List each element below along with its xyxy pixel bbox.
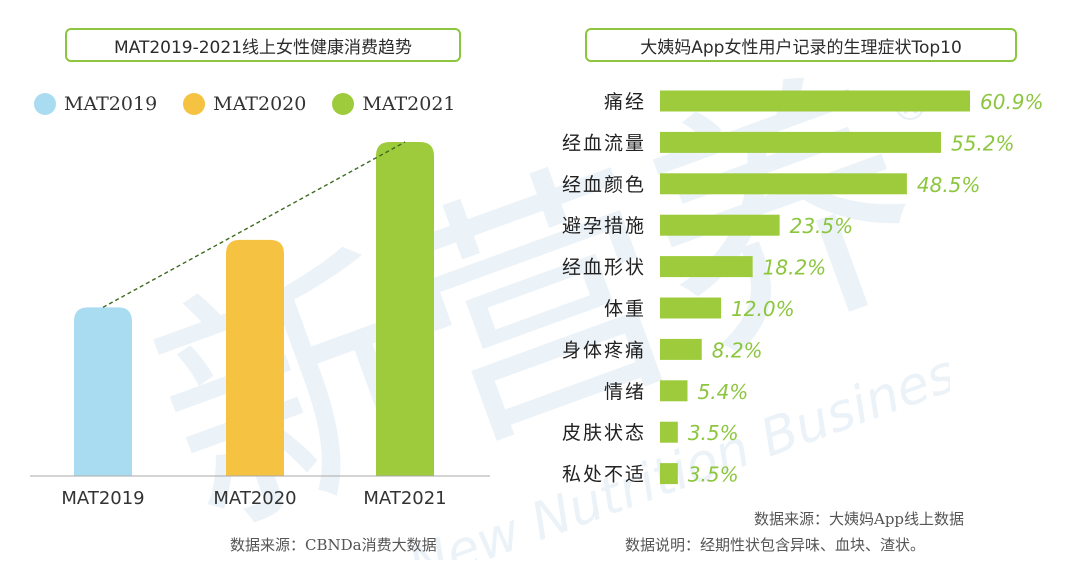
left-bar-chart: MAT2019 MAT2020 MAT2021 xyxy=(30,141,490,509)
value-label: 3.5% xyxy=(688,421,739,445)
bar-mat2021 xyxy=(376,142,434,476)
left-chart-title: MAT2019-2021线上女性健康消费趋势 xyxy=(65,28,461,62)
category-label: 私处不适 xyxy=(562,464,646,486)
right-source: 数据来源：大姨妈App线上数据 xyxy=(754,510,965,528)
right-note: 数据说明：经期性状包含异味、血块、渣状。 xyxy=(625,536,926,554)
bar xyxy=(660,380,688,402)
bar xyxy=(660,256,753,278)
bar xyxy=(660,173,907,195)
category-label: 体重 xyxy=(604,298,646,320)
category-label: 避孕措施 xyxy=(562,215,646,237)
bar xyxy=(660,90,970,112)
left-chart-legend: MAT2019 MAT2020 MAT2021 xyxy=(34,93,482,115)
legend-label-mat2021: MAT2021 xyxy=(362,93,456,115)
bar-mat2019 xyxy=(74,307,132,476)
trend-line xyxy=(102,141,406,308)
value-label: 3.5% xyxy=(688,463,739,487)
bar xyxy=(660,421,678,443)
legend-item-mat2020: MAT2020 xyxy=(183,93,306,115)
x-tick-label-mat2020: MAT2020 xyxy=(213,488,296,509)
bar xyxy=(660,463,678,485)
category-label: 身体疼痛 xyxy=(562,339,646,361)
value-label: 60.9% xyxy=(980,90,1044,114)
value-label: 5.4% xyxy=(697,380,748,404)
right-chart-title: 大姨妈App女性用户记录的生理症状Top10 xyxy=(585,28,1017,62)
legend-label-mat2020: MAT2020 xyxy=(213,93,307,115)
legend-item-mat2019: MAT2019 xyxy=(34,93,157,115)
x-tick-label-mat2021: MAT2021 xyxy=(363,488,446,509)
value-label: 8.2% xyxy=(712,338,763,362)
category-label: 痛经 xyxy=(604,91,646,113)
x-tick-label-mat2019: MAT2019 xyxy=(61,488,144,509)
value-label: 23.5% xyxy=(790,214,854,238)
bar xyxy=(660,214,780,236)
legend-swatch-mat2019 xyxy=(34,93,56,115)
legend-swatch-mat2020 xyxy=(183,93,206,115)
legend-swatch-mat2021 xyxy=(332,93,355,115)
category-label: 经血颜色 xyxy=(562,174,646,196)
category-label: 经血形状 xyxy=(562,257,646,279)
value-label: 12.0% xyxy=(731,297,795,321)
bar xyxy=(660,338,702,360)
value-label: 48.5% xyxy=(917,173,981,197)
legend-label-mat2019: MAT2019 xyxy=(64,93,158,115)
legend-item-mat2021: MAT2021 xyxy=(332,93,456,115)
category-label: 经血流量 xyxy=(562,132,646,154)
bar xyxy=(660,131,941,153)
bar-mat2020 xyxy=(226,239,284,476)
value-label: 18.2% xyxy=(763,256,827,280)
value-label: 55.2% xyxy=(951,131,1015,155)
bar xyxy=(660,297,722,319)
right-bar-chart: 痛经 60.9% 经血流量 55.2% 经血颜色 48.5% 避孕措施 23.5% 经血形状 18… xyxy=(562,90,1044,487)
left-source: 数据来源：CBNDa消费大数据 xyxy=(230,536,437,554)
category-label: 情绪 xyxy=(604,381,646,403)
category-label: 皮肤状态 xyxy=(562,422,646,444)
